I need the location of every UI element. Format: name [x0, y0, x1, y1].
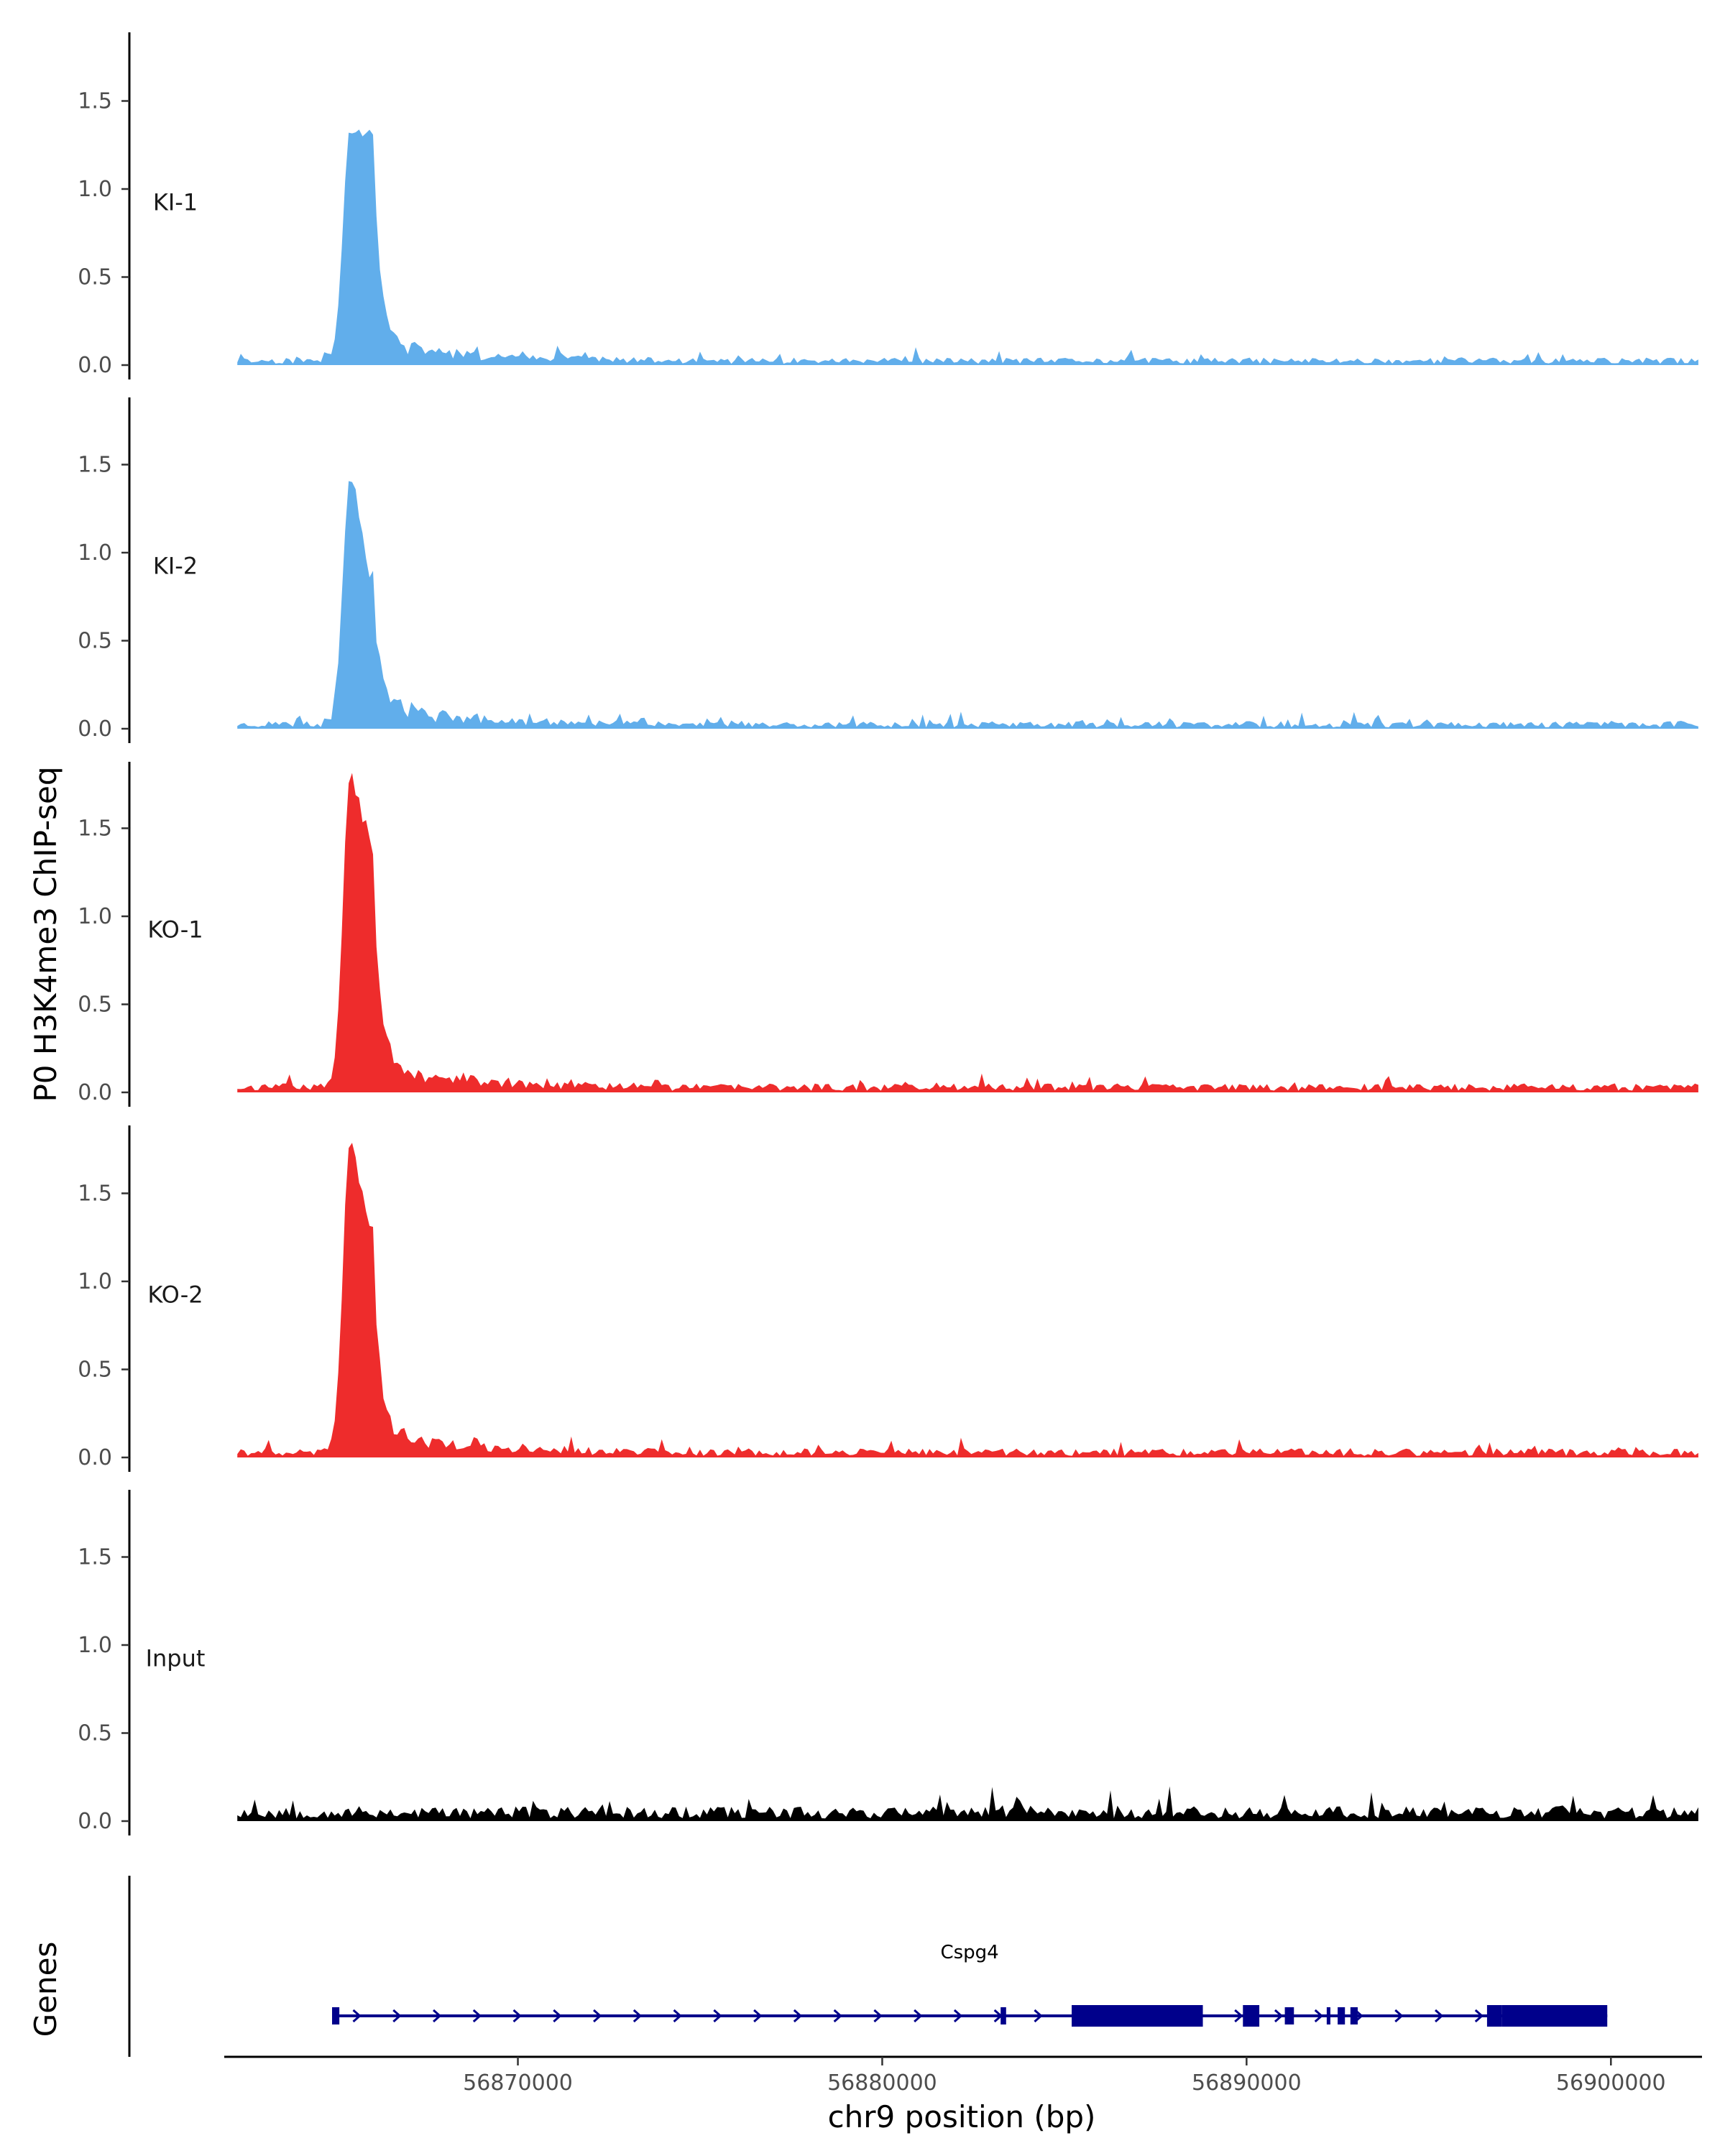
strand-arrow — [793, 2009, 803, 2023]
y-tick-label: 0.0 — [78, 1809, 112, 1834]
strand-arrow — [1394, 2009, 1404, 2023]
strand-arrow — [512, 2009, 522, 2023]
x-tick-label: 56900000 — [1556, 2070, 1666, 2096]
gene-exon — [1326, 2007, 1330, 2024]
track-label: Input — [146, 1644, 206, 1672]
strand-arrow — [1274, 2009, 1284, 2023]
gene-exon — [1338, 2007, 1346, 2024]
signal-tracks: 0.0 0.5 1.0 1.5 KI-1 0.0 0.5 1.0 1.5 KI-2 0.0 0.5 1.… — [78, 32, 1698, 1835]
strand-arrow — [392, 2009, 402, 2023]
gene-exon — [1243, 2005, 1260, 2027]
strand-arrow — [873, 2009, 883, 2023]
y-tick-label: 1.5 — [78, 453, 112, 478]
track-label: KI-1 — [153, 188, 198, 216]
track-ko-2: 0.0 0.5 1.0 1.5 KO-2 — [78, 1125, 1698, 1472]
y-tick-label: 1.5 — [78, 1181, 112, 1207]
genes-track: Cspg4 — [128, 1876, 1608, 2057]
strand-arrow — [833, 2009, 842, 2023]
signal-area-ki-1 — [237, 129, 1698, 365]
y-tick-label: 0.5 — [78, 992, 112, 1018]
y-tick-label: 0.0 — [78, 1080, 112, 1105]
gene-exon — [1501, 2005, 1608, 2027]
strand-arrow — [1314, 2009, 1323, 2023]
x-axis: 56870000 56880000 56890000 56900000 — [224, 2055, 1702, 2096]
y-tick-label: 0.5 — [78, 1358, 112, 1383]
strand-arrow — [1234, 2009, 1243, 2023]
strand-arrow — [713, 2009, 722, 2023]
y-tick-label: 1.5 — [78, 1545, 112, 1570]
y-tick-label: 1.0 — [78, 177, 112, 202]
strand-arrow — [433, 2009, 442, 2023]
x-axis-title: chr9 position (bp) — [828, 2099, 1096, 2134]
track-ki-2: 0.0 0.5 1.0 1.5 KI-2 — [78, 397, 1698, 743]
strand-arrow — [553, 2009, 562, 2023]
y-tick-label: 1.0 — [78, 1633, 112, 1658]
strand-arrow — [1435, 2009, 1444, 2023]
strand-arrow — [1474, 2009, 1484, 2023]
track-input: 0.0 0.5 1.0 1.5 Input — [78, 1490, 1698, 1835]
track-ki-1: 0.0 0.5 1.0 1.5 KI-1 — [78, 32, 1698, 379]
strand-arrow — [632, 2009, 643, 2023]
strand-arrow — [352, 2009, 362, 2023]
x-tick-label: 56880000 — [827, 2070, 937, 2096]
y-tick-label: 0.0 — [78, 353, 112, 378]
genes-track-title: Genes — [28, 1942, 63, 2037]
y-tick-label: 0.5 — [78, 265, 112, 290]
y-tick-label: 0.0 — [78, 717, 112, 742]
signal-area-ko-2 — [237, 1143, 1698, 1457]
y-tick-label: 1.5 — [78, 816, 112, 842]
signal-area-ko-1 — [237, 773, 1698, 1092]
signal-area-input — [237, 1786, 1698, 1821]
gene-exon — [1284, 2007, 1294, 2024]
strand-arrow — [953, 2009, 963, 2023]
track-label: KO-1 — [147, 916, 203, 943]
track-ko-1: 0.0 0.5 1.0 1.5 KO-1 — [78, 762, 1698, 1107]
track-label: KI-2 — [153, 552, 198, 579]
x-tick-label: 56870000 — [463, 2070, 573, 2096]
y-tick-label: 0.5 — [78, 629, 112, 654]
gene-exon — [1072, 2005, 1203, 2027]
strand-arrow — [1034, 2009, 1043, 2023]
x-tick-label: 56890000 — [1192, 2070, 1302, 2096]
y-tick-label: 1.5 — [78, 89, 112, 114]
strand-arrow — [753, 2009, 763, 2023]
strand-arrow — [472, 2009, 482, 2023]
gene-name-label: Cspg4 — [940, 1942, 998, 1963]
y-tick-label: 0.0 — [78, 1445, 112, 1470]
gene-exon — [332, 2007, 340, 2024]
y-tick-label: 1.0 — [78, 540, 112, 566]
gene-exon — [1486, 2005, 1502, 2027]
y-tick-label: 0.5 — [78, 1721, 112, 1746]
y-axis-title: P0 H3K4me3 ChIP-seq — [28, 766, 63, 1102]
gene-exon — [1000, 2007, 1006, 2024]
strand-arrow — [914, 2009, 923, 2023]
strand-arrow — [593, 2009, 602, 2023]
strand-arrow — [673, 2009, 682, 2023]
y-tick-label: 1.0 — [78, 1269, 112, 1294]
signal-area-ki-2 — [237, 481, 1698, 729]
track-label: KO-2 — [147, 1281, 203, 1308]
gene-exon — [1350, 2007, 1358, 2024]
y-tick-label: 1.0 — [78, 904, 112, 929]
